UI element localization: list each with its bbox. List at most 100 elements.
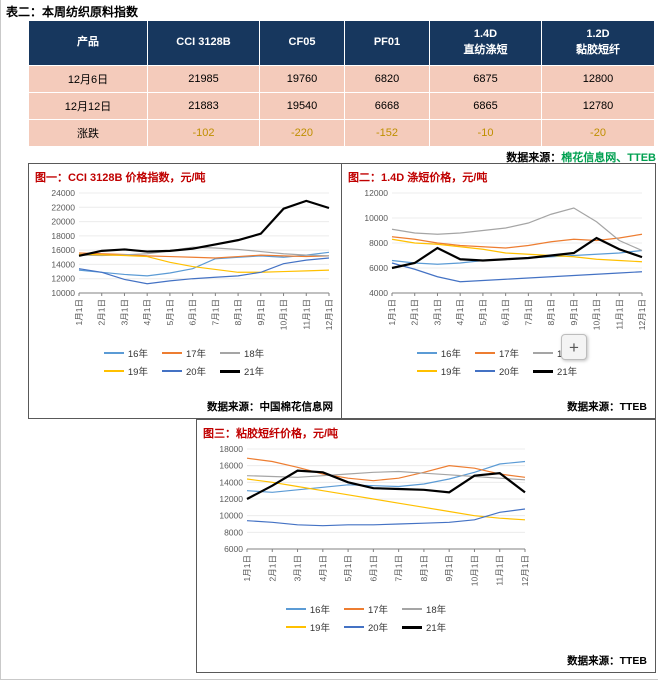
svg-text:6000: 6000: [224, 544, 243, 554]
svg-text:2月1日: 2月1日: [97, 299, 107, 325]
source-label: 数据来源：: [506, 152, 562, 164]
svg-text:12000: 12000: [51, 274, 75, 284]
chart2-title: 图二：1.4D 涤短价格，元/吨: [348, 172, 488, 184]
chart1-source: 数据来源：中国棉花信息网: [207, 401, 333, 413]
table-cell: 12800: [542, 66, 654, 92]
col-header-cci3128b: CCI 3128B: [148, 21, 259, 65]
series-line-21年: [391, 236, 643, 270]
svg-text:7月1日: 7月1日: [210, 299, 220, 325]
series-line-19年: [246, 478, 526, 521]
row-label-dec6: 12月6日: [29, 66, 147, 92]
svg-text:8月1日: 8月1日: [546, 299, 556, 325]
legend-line-icon: [161, 370, 182, 372]
change-cell: -220: [260, 120, 344, 146]
legend-line-icon: [533, 369, 554, 373]
svg-text:10月1日: 10月1日: [469, 555, 479, 586]
svg-text:4月1日: 4月1日: [318, 555, 328, 581]
table-cell: 19540: [260, 93, 344, 119]
legend-label: 19年: [440, 367, 461, 378]
legend-item-17年: 17年: [343, 602, 388, 616]
table-cell: 6820: [345, 66, 429, 92]
legend-line-icon: [402, 625, 423, 629]
svg-text:4月1日: 4月1日: [455, 299, 465, 325]
table-data-source: 数据来源：棉花信息网、TTEB: [29, 149, 656, 165]
svg-text:14000: 14000: [51, 259, 75, 269]
chart2-panel: 图二：1.4D 涤短价格，元/吨 4000 6000 8000 10000 12000 1…: [341, 163, 656, 419]
svg-text:6月1日: 6月1日: [368, 555, 378, 581]
series-line-17年: [246, 457, 526, 482]
legend-item-19年: 19年: [416, 364, 461, 378]
legend-line-icon: [402, 608, 423, 610]
table-cell: 6865: [430, 93, 541, 119]
svg-text:22000: 22000: [51, 202, 75, 212]
legend-item-17年: 17年: [161, 346, 206, 360]
chart2-plot: 4000 6000 8000 10000 12000 1月1日 2月1日 3月1日 4月1日 5月…: [348, 187, 651, 344]
svg-text:11月1日: 11月1日: [614, 299, 624, 330]
series-line-19年: [78, 253, 330, 273]
svg-text:9月1日: 9月1日: [256, 299, 266, 325]
legend-item-16年: 16年: [285, 602, 330, 616]
legend-item-17年: 17年: [474, 346, 519, 360]
change-cell: -152: [345, 120, 429, 146]
series-line-18年: [246, 470, 526, 481]
chart1-panel: 图一：CCI 3128B 价格指数，元/吨 10000 12000 14000 160…: [28, 163, 341, 419]
svg-text:4月1日: 4月1日: [142, 299, 152, 325]
svg-text:10000: 10000: [219, 511, 243, 521]
svg-text:12000: 12000: [364, 188, 388, 198]
legend-label: 16年: [309, 605, 330, 616]
legend-item-21年: 21年: [402, 620, 446, 634]
chart2-source: 数据来源：TTEB: [567, 401, 647, 413]
svg-text:3月1日: 3月1日: [293, 555, 303, 581]
legend-item-20年: 20年: [343, 620, 388, 634]
table-cell: 12780: [542, 93, 654, 119]
svg-text:12月1日: 12月1日: [324, 299, 334, 330]
change-cell: -102: [148, 120, 259, 146]
legend-label: 16年: [440, 349, 461, 360]
col-header-1-2d: 1.2D 黏胶短纤: [542, 21, 654, 65]
svg-text:1月1日: 1月1日: [242, 555, 252, 581]
svg-text:10000: 10000: [364, 213, 388, 223]
legend-line-icon: [103, 352, 124, 354]
chart-canvas: 4000 6000 8000 10000 12000 1月1日 2月1日 3月1日 4月1日 5月…: [364, 188, 647, 330]
legend-item-20年: 20年: [474, 364, 519, 378]
legend-item-21年: 21年: [220, 364, 264, 378]
svg-text:4000: 4000: [369, 288, 388, 298]
legend-item-16年: 16年: [416, 346, 461, 360]
svg-text:10月1日: 10月1日: [592, 299, 602, 330]
chart-elements-plus-button[interactable]: +: [561, 334, 587, 360]
series-line-19年: [391, 238, 643, 263]
svg-text:7月1日: 7月1日: [394, 555, 404, 581]
svg-text:3月1日: 3月1日: [432, 299, 442, 325]
svg-text:12月1日: 12月1日: [520, 555, 530, 586]
legend-line-icon: [220, 352, 241, 354]
legend-line-icon: [474, 370, 495, 372]
svg-text:18000: 18000: [51, 231, 75, 241]
series-line-20年: [78, 257, 330, 285]
svg-text:8月1日: 8月1日: [233, 299, 243, 325]
table-title: 表二：本周纺织原料指数: [6, 5, 139, 19]
legend-item-19年: 19年: [103, 364, 148, 378]
legend-line-icon: [161, 352, 182, 354]
legend-label: 19年: [309, 623, 330, 634]
chart1-legend: 16年 17年 18年 19年 20年 21年: [76, 344, 292, 380]
chart3-source: 数据来源：TTEB: [567, 655, 647, 667]
series-line-20年: [246, 508, 526, 527]
col-header-cf05: CF05: [260, 21, 344, 65]
legend-item-19年: 19年: [285, 620, 330, 634]
svg-text:10000: 10000: [51, 288, 75, 298]
legend-label: 18年: [426, 605, 447, 616]
change-cell: -20: [542, 120, 654, 146]
series-line-20年: [391, 262, 643, 283]
col-header-pf01: PF01: [345, 21, 429, 65]
col-header-1-4d: 1.4D 直纺涤短: [430, 21, 541, 65]
source-value: 棉花信息网、TTEB: [561, 152, 656, 164]
svg-text:9月1日: 9月1日: [569, 299, 579, 325]
chart3-plot: 6000 8000 10000 12000 14000 16000 18000 1月1日 2月1…: [203, 443, 651, 600]
svg-text:14000: 14000: [219, 477, 243, 487]
svg-text:2月1日: 2月1日: [267, 555, 277, 581]
svg-text:8月1日: 8月1日: [419, 555, 429, 581]
svg-text:6月1日: 6月1日: [501, 299, 511, 325]
legend-line-icon: [103, 370, 124, 372]
svg-text:5月1日: 5月1日: [165, 299, 175, 325]
row-label-dec12: 12月12日: [29, 93, 147, 119]
